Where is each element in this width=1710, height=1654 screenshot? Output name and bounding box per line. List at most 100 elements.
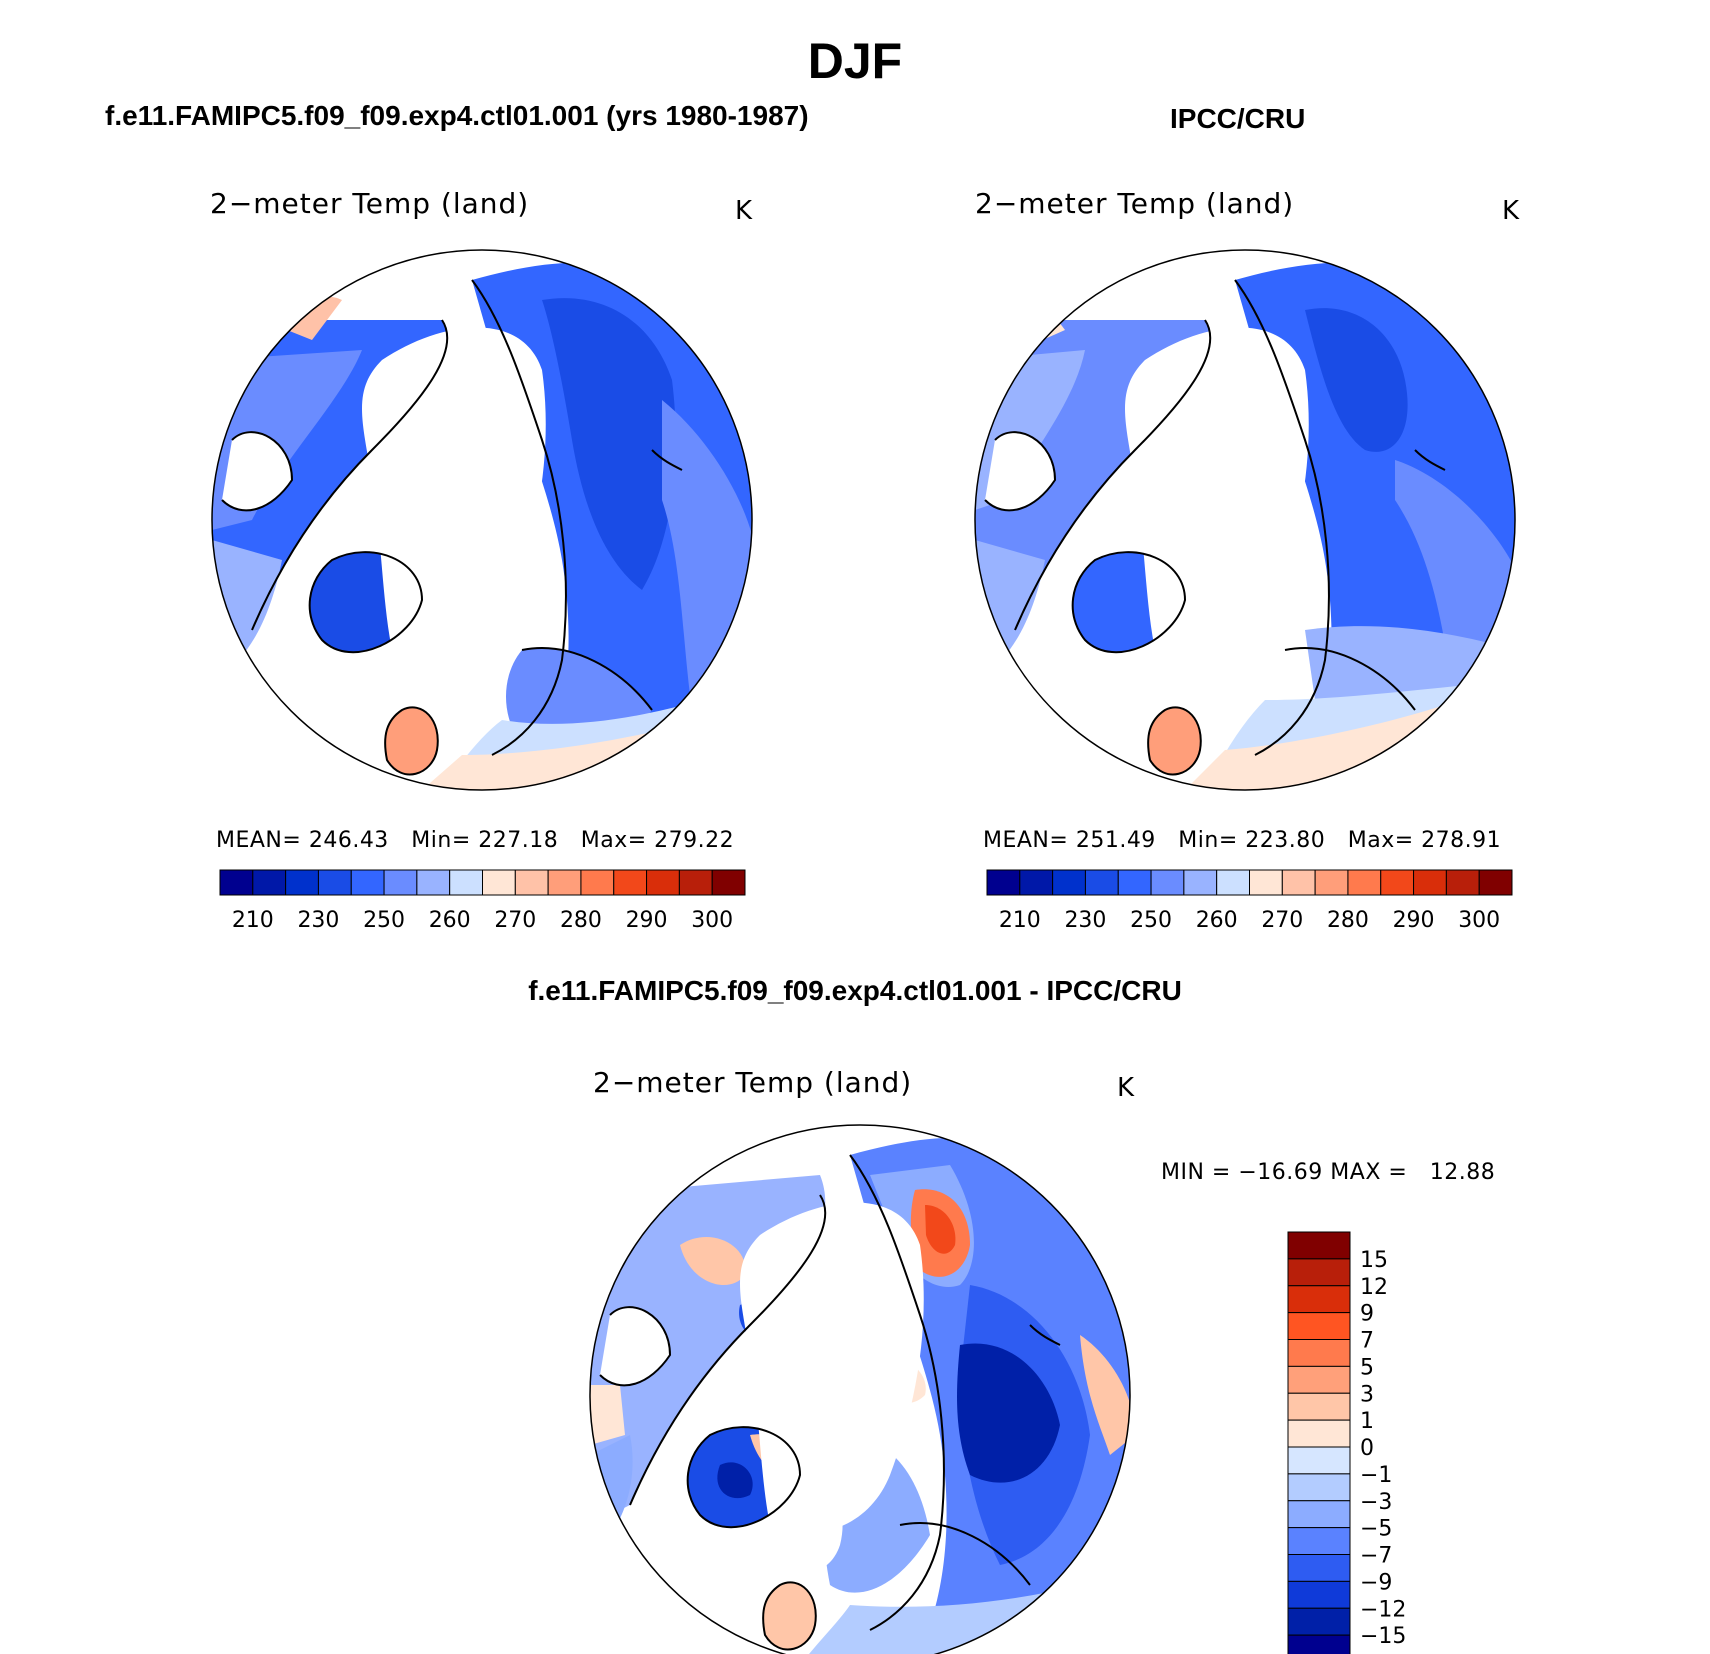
colorbar-swatch [1287, 1607, 1351, 1636]
colorbar-swatch [1281, 869, 1316, 896]
colorbar-tick-label: 300 [691, 908, 733, 933]
diff-polar-map [589, 1124, 1131, 1654]
colorbar-tick-label: 15 [1360, 1248, 1388, 1273]
model-stats: MEAN= 246.43 Min= 227.18 Max= 279.22 [216, 828, 734, 853]
colorbar-swatch [1347, 869, 1382, 896]
colorbar-tick-label: 230 [297, 908, 339, 933]
colorbar-swatch [1445, 869, 1480, 896]
obs-plot-title: 2−meter Temp (land) [975, 187, 1295, 220]
colorbar-swatch [1287, 1231, 1351, 1260]
colorbar-swatch [1287, 1258, 1351, 1287]
colorbar-tick-label: −5 [1360, 1517, 1392, 1542]
max-value: 12.88 [1429, 1160, 1496, 1185]
colorbar-swatch [1019, 869, 1054, 896]
colorbar-tick-label: 5 [1360, 1355, 1374, 1380]
colorbar-swatch [1117, 869, 1152, 896]
max-label: Max= [1347, 828, 1414, 853]
colorbar-swatch [1287, 1634, 1351, 1654]
max-label: Max= [580, 828, 647, 853]
obs-stats: MEAN= 251.49 Min= 223.80 Max= 278.91 [983, 828, 1501, 853]
colorbar-swatch [1287, 1446, 1351, 1475]
colorbar-tick-label: 260 [1196, 908, 1238, 933]
colorbar-tick-label: −12 [1360, 1597, 1406, 1622]
colorbar-tick-label: 280 [560, 908, 602, 933]
max-value: 279.22 [654, 828, 735, 853]
colorbar-tick-label: 1 [1360, 1409, 1374, 1434]
colorbar-swatch [1287, 1339, 1351, 1367]
colorbar-tick-label: −1 [1360, 1463, 1392, 1488]
colorbar-tick-label: 300 [1458, 908, 1500, 933]
colorbar-swatch [317, 869, 352, 896]
diff-panel-header: f.e11.FAMIPC5.f09_f09.exp4.ctl01.001 - I… [528, 975, 1182, 1006]
colorbar-swatch [1287, 1312, 1351, 1340]
model-colorbar: 210 230 250 260 270 280 290 300 [219, 869, 746, 933]
colorbar-swatch [1287, 1392, 1351, 1421]
min-value: 227.18 [478, 828, 559, 853]
colorbar-tick-label: 3 [1360, 1382, 1374, 1407]
colorbar-swatch [1478, 869, 1513, 896]
colorbar-swatch [449, 869, 483, 896]
diff-plot-title: 2−meter Temp (land) [593, 1066, 913, 1099]
colorbar-tick-label: 260 [429, 908, 471, 933]
colorbar-tick-label: 270 [494, 908, 536, 933]
model-polar-map [211, 249, 753, 791]
colorbar-tick-label: 250 [1130, 908, 1172, 933]
colorbar-swatch [547, 869, 582, 896]
colorbar-tick-label: 230 [1064, 908, 1106, 933]
colorbar-swatch [1287, 1365, 1351, 1394]
colorbar-swatch [482, 869, 516, 896]
colorbar-swatch [219, 869, 254, 896]
colorbar-swatch [580, 869, 615, 896]
max-value: 278.91 [1421, 828, 1502, 853]
obs-colorbar: 210 230 250 260 270 280 290 300 [986, 869, 1513, 933]
colorbar-swatch [1084, 869, 1119, 896]
model-panel-header: f.e11.FAMIPC5.f09_f09.exp4.ctl01.001 (yr… [105, 100, 809, 131]
colorbar-swatch [416, 869, 451, 896]
colorbar-tick-label: 210 [999, 908, 1041, 933]
mean-value: 246.43 [308, 828, 389, 853]
colorbar-tick-label: 290 [626, 908, 668, 933]
diff-units: K [1117, 1073, 1135, 1103]
diff-stats: MIN = −16.69 MAX = 12.88 [1161, 1160, 1495, 1185]
colorbar-tick-label: 280 [1327, 908, 1369, 933]
colorbar-tick-label: 12 [1360, 1275, 1388, 1300]
colorbar-tick-label: 9 [1360, 1302, 1374, 1327]
colorbar-swatch [1287, 1580, 1351, 1609]
model-plot-title: 2−meter Temp (land) [210, 187, 530, 220]
colorbar-swatch [711, 869, 746, 896]
colorbar-tick-label: 270 [1261, 908, 1303, 933]
colorbar-swatch [285, 869, 319, 896]
mean-label: MEAN= [216, 828, 302, 853]
colorbar-swatch [1150, 869, 1185, 896]
colorbar-swatch [646, 869, 680, 896]
colorbar-tick-label: 210 [232, 908, 274, 933]
colorbar-swatch [383, 869, 418, 896]
colorbar-swatch [986, 869, 1021, 896]
max-label: MAX = [1330, 1160, 1408, 1185]
min-label: MIN = [1161, 1160, 1231, 1185]
colorbar-swatch [1287, 1500, 1351, 1529]
colorbar-tick-label: 7 [1360, 1329, 1374, 1354]
colorbar-tick-label: 250 [363, 908, 405, 933]
colorbar-tick-label: 0 [1360, 1436, 1374, 1461]
mean-value: 251.49 [1075, 828, 1156, 853]
colorbar-tick-label: −7 [1360, 1544, 1392, 1569]
colorbar-swatch [1380, 869, 1415, 896]
obs-units: K [1502, 196, 1520, 226]
colorbar-tick-label: −3 [1360, 1490, 1392, 1515]
colorbar-swatch [1287, 1473, 1351, 1502]
colorbar-swatch [1314, 869, 1349, 896]
obs-polar-map [974, 249, 1516, 791]
colorbar-swatch [514, 869, 549, 896]
model-units: K [735, 196, 753, 226]
colorbar-swatch [350, 869, 385, 896]
colorbar-swatch [1287, 1419, 1351, 1448]
colorbar-swatch [678, 869, 713, 896]
colorbar-swatch [1287, 1527, 1351, 1555]
colorbar-swatch [613, 869, 648, 896]
min-value: −16.69 [1238, 1160, 1323, 1185]
colorbar-swatch [252, 869, 287, 896]
mean-label: MEAN= [983, 828, 1069, 853]
